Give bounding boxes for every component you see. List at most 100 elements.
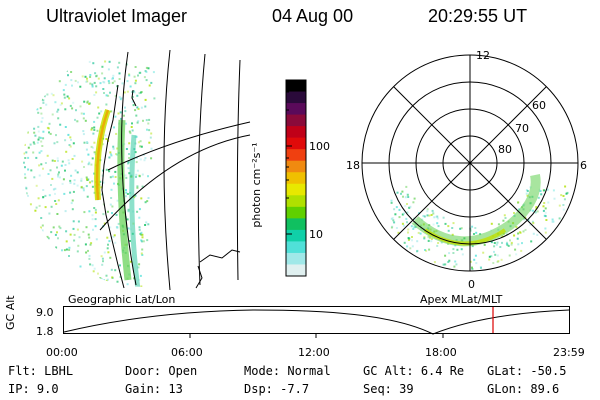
emission-pixel	[402, 195, 404, 198]
emission-pixel	[430, 214, 433, 216]
emission-pixel	[54, 192, 56, 195]
emission-pixel	[92, 228, 94, 231]
emission-pixel	[138, 228, 141, 231]
emission-pixel	[459, 227, 462, 230]
emission-pixel	[119, 111, 122, 114]
emission-pixel	[62, 273, 65, 276]
timeline-x-tick-0: 00:00	[46, 346, 78, 359]
emission-pixel	[517, 243, 520, 246]
coastline	[101, 84, 241, 289]
emission-pixel	[416, 250, 418, 253]
emission-pixel	[95, 85, 98, 88]
emission-pixel	[120, 117, 122, 120]
emission-pixel	[426, 214, 429, 217]
emission-pixel	[423, 215, 426, 218]
emission-pixel	[142, 119, 144, 122]
colorbar-band	[286, 172, 306, 185]
emission-pixel	[76, 171, 79, 174]
emission-pixel	[116, 147, 119, 150]
emission-pixel	[33, 243, 36, 246]
emission-pixel	[59, 123, 62, 126]
emission-pixel	[53, 142, 56, 145]
emission-pixel	[23, 143, 26, 146]
emission-pixel	[113, 234, 116, 237]
emission-pixel	[55, 246, 58, 249]
emission-pixel	[32, 98, 35, 101]
emission-pixel	[24, 192, 27, 195]
emission-pixel	[64, 126, 67, 128]
emission-pixel	[143, 76, 146, 79]
emission-pixel	[553, 197, 556, 200]
emission-pixel	[108, 240, 111, 243]
emission-pixel	[49, 251, 52, 254]
emission-pixel	[44, 82, 47, 85]
emission-pixel	[562, 208, 565, 211]
emission-pixel	[68, 144, 71, 146]
emission-pixel	[26, 69, 29, 72]
emission-pixel	[72, 220, 75, 223]
info-gc-alt: GC Alt: 6.4 Re	[363, 364, 465, 378]
emission-pixel	[490, 241, 493, 244]
emission-pixel	[395, 227, 398, 229]
emission-pixel	[390, 201, 393, 204]
emission-pixel	[101, 65, 104, 68]
emission-pixel	[44, 206, 47, 209]
emission-pixel	[433, 216, 436, 219]
emission-pixel	[540, 193, 543, 196]
emission-pixel	[128, 157, 131, 159]
emission-pixel	[108, 286, 111, 287]
emission-pixel	[26, 109, 29, 112]
colorbar-band	[286, 114, 306, 127]
emission-pixel	[393, 221, 396, 224]
emission-pixel	[430, 240, 433, 243]
emission-pixel	[47, 267, 50, 270]
emission-pixel	[38, 241, 41, 244]
emission-pixel	[452, 248, 455, 251]
emission-pixel	[65, 69, 68, 72]
emission-pixel	[37, 102, 40, 105]
emission-pixel	[496, 260, 499, 263]
emission-pixel	[513, 212, 515, 214]
emission-pixel	[119, 285, 122, 287]
emission-pixel	[91, 264, 94, 267]
emission-pixel	[88, 210, 91, 213]
emission-pixel	[68, 246, 71, 249]
emission-pixel	[406, 193, 409, 196]
info-mode: Mode: Normal	[244, 364, 331, 378]
emission-pixel	[42, 167, 44, 170]
emission-pixel	[97, 77, 100, 80]
emission-pixel	[147, 122, 150, 125]
emission-pixel	[24, 176, 27, 179]
emission-pixel	[127, 208, 130, 211]
emission-pixel	[40, 98, 43, 101]
emission-pixel	[20, 166, 22, 168]
emission-pixel	[136, 121, 139, 124]
emission-pixel	[81, 160, 84, 163]
emission-pixel	[80, 177, 83, 180]
emission-pixel	[510, 243, 513, 246]
emission-pixel	[73, 285, 76, 287]
colorbar-band	[286, 103, 306, 116]
emission-pixel	[51, 113, 54, 116]
emission-pixel	[24, 166, 26, 169]
emission-pixel	[551, 220, 554, 223]
emission-pixel	[48, 212, 51, 215]
emission-pixel	[46, 235, 49, 238]
emission-pixel	[23, 238, 24, 241]
emission-pixel	[24, 157, 27, 159]
emission-pixel	[89, 74, 92, 76]
emission-pixel	[41, 117, 44, 120]
emission-pixel	[413, 226, 416, 229]
emission-pixel	[86, 77, 88, 80]
emission-pixel	[80, 179, 83, 182]
emission-pixel	[55, 267, 58, 270]
emission-pixel	[426, 208, 429, 211]
emission-pixel	[427, 235, 430, 238]
emission-pixel	[111, 77, 114, 80]
emission-pixel	[23, 260, 25, 263]
emission-pixel	[444, 263, 447, 266]
emission-pixel	[143, 159, 146, 162]
emission-pixel	[46, 290, 48, 292]
emission-pixel	[48, 279, 51, 282]
emission-pixel	[145, 79, 148, 82]
